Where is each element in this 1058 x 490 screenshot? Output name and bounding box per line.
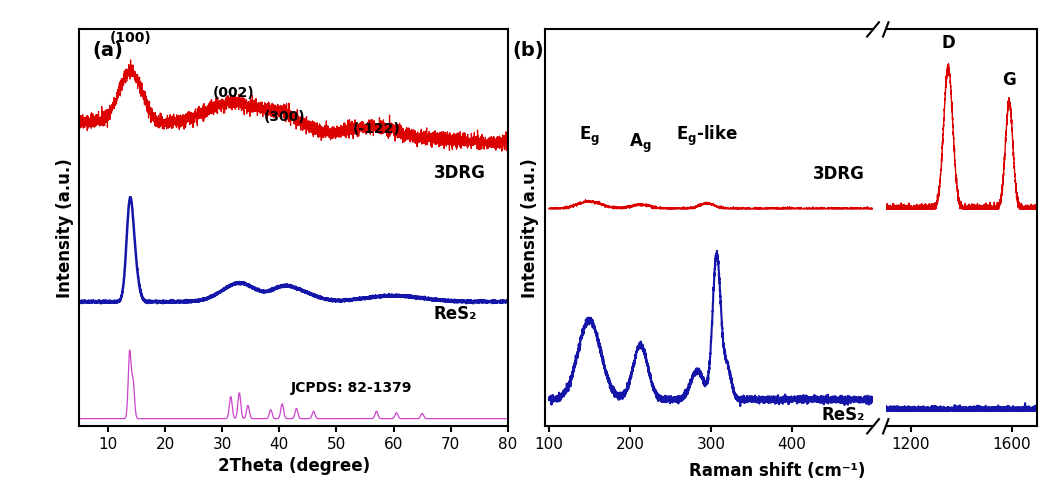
Text: 3DRG: 3DRG (814, 166, 865, 183)
Text: (a): (a) (92, 41, 123, 60)
Text: Raman shift (cm⁻¹): Raman shift (cm⁻¹) (690, 462, 865, 480)
Text: D: D (942, 34, 955, 52)
Text: (b): (b) (512, 41, 544, 60)
Y-axis label: Intensity (a.u.): Intensity (a.u.) (56, 158, 74, 298)
Text: G: G (1002, 71, 1016, 89)
Text: (-122): (-122) (352, 122, 400, 136)
Text: $\mathbf{E_g}$-like: $\mathbf{E_g}$-like (676, 123, 738, 147)
X-axis label: 2Theta (degree): 2Theta (degree) (218, 457, 369, 475)
Text: $\mathbf{E_g}$: $\mathbf{E_g}$ (579, 124, 600, 147)
Text: $\mathbf{A_g}$: $\mathbf{A_g}$ (630, 132, 652, 155)
Text: ReS₂: ReS₂ (434, 305, 477, 323)
Text: JCPDS: 82-1379: JCPDS: 82-1379 (291, 381, 413, 395)
Text: (100): (100) (110, 31, 151, 45)
Y-axis label: Intensity (a.u.): Intensity (a.u.) (522, 158, 540, 298)
Text: (002): (002) (213, 86, 255, 99)
Text: ReS₂: ReS₂ (822, 406, 865, 424)
Text: (300): (300) (264, 110, 306, 124)
Text: 3DRG: 3DRG (434, 164, 486, 182)
